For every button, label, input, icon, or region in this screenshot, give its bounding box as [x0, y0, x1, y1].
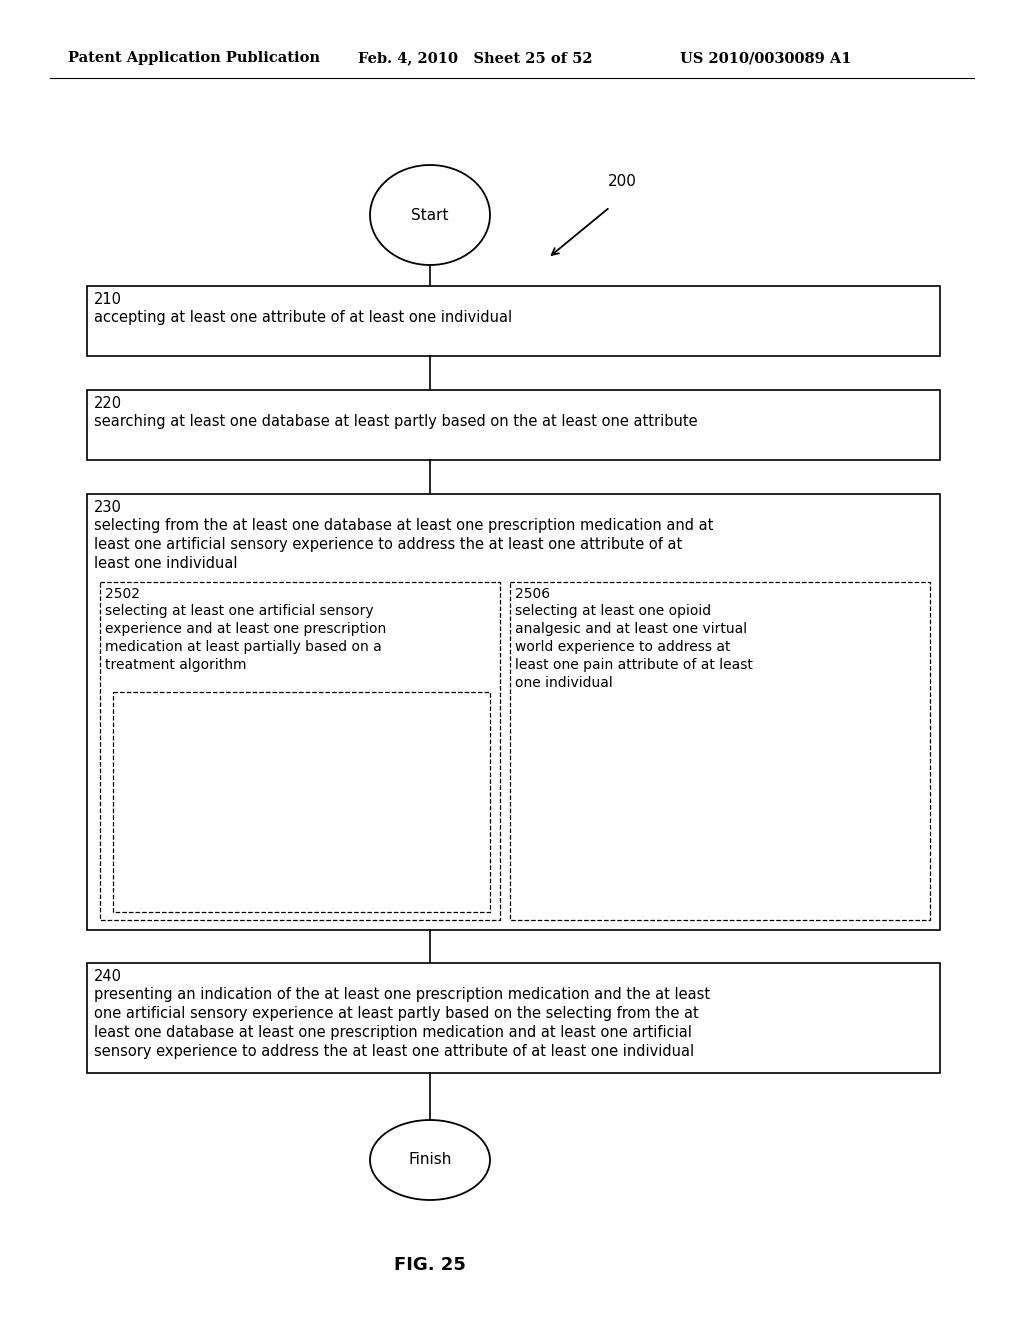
- Text: with the at least one individual or a drug: with the at least one individual or a dr…: [118, 768, 401, 781]
- Bar: [87, 286, 940, 356]
- Text: one individual: one individual: [515, 676, 612, 690]
- Text: sensory experience to address the at least one attribute of at least one individ: sensory experience to address the at lea…: [94, 1044, 694, 1059]
- Text: least one pain attribute of at least: least one pain attribute of at least: [515, 657, 753, 672]
- Text: one prescription medication: one prescription medication: [118, 804, 313, 818]
- Text: selecting at least one artificial sensory: selecting at least one artificial sensor…: [105, 605, 374, 618]
- Bar: [87, 964, 940, 1073]
- Text: accepting at least one attribute of at least one individual: accepting at least one attribute of at l…: [94, 310, 512, 325]
- Text: selecting at least one prescription: selecting at least one prescription: [118, 714, 354, 729]
- Text: 220: 220: [94, 396, 122, 411]
- Text: 240: 240: [94, 969, 122, 983]
- Text: Start: Start: [412, 207, 449, 223]
- Text: 2502: 2502: [105, 587, 140, 601]
- Text: Patent Application Publication: Patent Application Publication: [68, 51, 319, 65]
- Text: world experience to address at: world experience to address at: [515, 640, 730, 653]
- Text: 2506: 2506: [515, 587, 550, 601]
- Text: analgesic and at least one virtual: analgesic and at least one virtual: [515, 622, 748, 636]
- Text: 200: 200: [608, 174, 637, 190]
- Text: least one database at least one prescription medication and at least one artific: least one database at least one prescrip…: [94, 1026, 692, 1040]
- Text: selecting at least one opioid: selecting at least one opioid: [515, 605, 711, 618]
- Text: 2504: 2504: [118, 697, 153, 711]
- Bar: [510, 582, 930, 920]
- Bar: [113, 692, 490, 912]
- Bar: [87, 389, 940, 459]
- Text: Finish: Finish: [409, 1152, 452, 1167]
- Text: FIG. 25: FIG. 25: [394, 1257, 466, 1274]
- Text: least one of a drug allergy associated: least one of a drug allergy associated: [118, 750, 380, 764]
- Text: US 2010/0030089 A1: US 2010/0030089 A1: [680, 51, 852, 65]
- Bar: [87, 494, 940, 931]
- Text: one artificial sensory experience at least partly based on the selecting from th: one artificial sensory experience at lea…: [94, 1006, 698, 1020]
- Text: Feb. 4, 2010   Sheet 25 of 52: Feb. 4, 2010 Sheet 25 of 52: [358, 51, 593, 65]
- Text: treatment algorithm: treatment algorithm: [105, 657, 247, 672]
- Text: least one artificial sensory experience to address the at least one attribute of: least one artificial sensory experience …: [94, 537, 682, 552]
- Bar: [100, 582, 500, 920]
- Text: presenting an indication of the at least one prescription medication and the at : presenting an indication of the at least…: [94, 987, 710, 1002]
- Text: searching at least one database at least partly based on the at least one attrib: searching at least one database at least…: [94, 414, 697, 429]
- Text: medication at least partially based on at: medication at least partially based on a…: [118, 733, 400, 746]
- Text: interaction associated with the at least: interaction associated with the at least: [118, 785, 389, 800]
- Text: least one individual: least one individual: [94, 556, 238, 572]
- Text: 230: 230: [94, 500, 122, 515]
- Text: experience and at least one prescription: experience and at least one prescription: [105, 622, 386, 636]
- Text: selecting from the at least one database at least one prescription medication an: selecting from the at least one database…: [94, 517, 714, 533]
- Text: medication at least partially based on a: medication at least partially based on a: [105, 640, 382, 653]
- Text: 210: 210: [94, 292, 122, 308]
